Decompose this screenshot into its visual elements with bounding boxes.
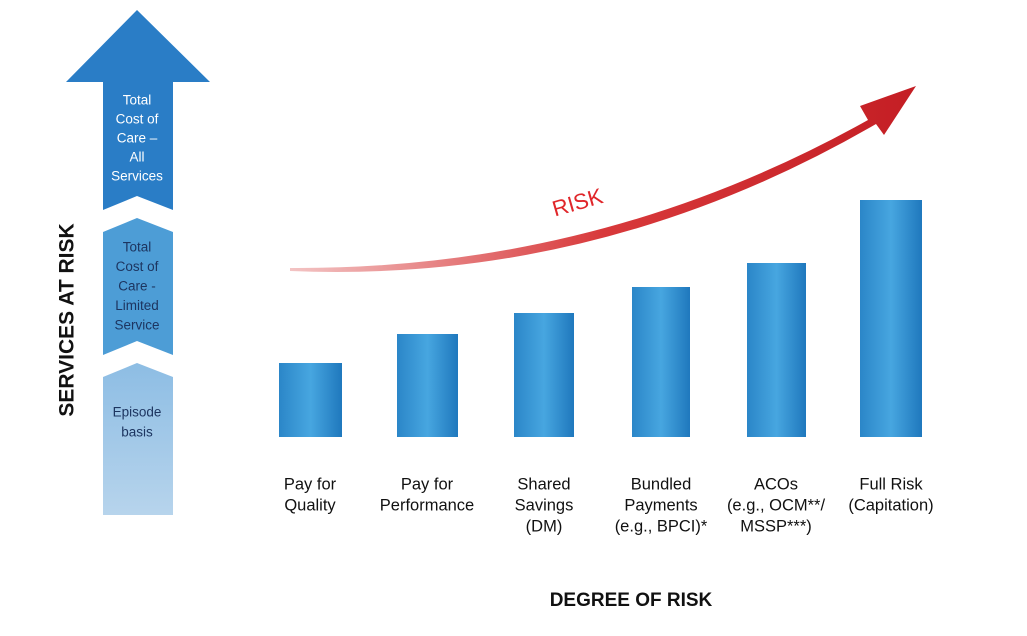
model-label: (e.g., BPCI)* (615, 517, 708, 535)
bar (632, 287, 690, 437)
level-label: All (129, 150, 144, 165)
bar (279, 363, 342, 437)
model-label: Quality (284, 496, 336, 514)
model-label: Pay for (284, 475, 337, 493)
risk-arrow (290, 86, 916, 272)
bar (747, 263, 806, 437)
risk-label: RISK (549, 183, 606, 221)
level-label: Total (123, 240, 152, 255)
arrow-bottom (103, 363, 173, 515)
bars (279, 200, 922, 437)
bar (860, 200, 922, 437)
level-label: Services (111, 169, 163, 184)
model-label: Pay for (401, 475, 454, 493)
level-label: Total (123, 93, 152, 108)
levels: Total Cost of Care – All Services Total Cost o… (111, 93, 163, 440)
model-label: (Capitation) (848, 496, 933, 514)
level-label: Service (114, 318, 159, 333)
model-label: Bundled (631, 475, 692, 493)
level-label: Limited (115, 298, 159, 313)
level-label: Episode (113, 405, 162, 420)
level-label: Cost of (116, 112, 159, 127)
level-label: Care – (117, 131, 158, 146)
model-label: Performance (380, 496, 474, 514)
model-labels: Pay for Quality Pay for Performance Shared Sa… (284, 475, 934, 535)
x-axis-label: DEGREE OF RISK (550, 590, 713, 611)
arrow-top (66, 10, 210, 210)
model-label: Shared (517, 475, 570, 493)
level-label: Care - (118, 279, 156, 294)
model-label: ACOs (754, 475, 798, 493)
level-label: basis (121, 425, 153, 440)
model-label: (DM) (526, 517, 563, 535)
model-label: Savings (515, 496, 574, 514)
bar (514, 313, 574, 437)
axis-label: SERVICES AT RISK (56, 223, 79, 416)
model-label: MSSP***) (740, 517, 812, 535)
model-label: Payments (624, 496, 697, 514)
model-label: (e.g., OCM**/ (727, 496, 826, 514)
arrow-middle (103, 218, 173, 355)
level-label: Cost of (116, 259, 159, 274)
model-label: Full Risk (859, 475, 923, 493)
bar (397, 334, 458, 437)
